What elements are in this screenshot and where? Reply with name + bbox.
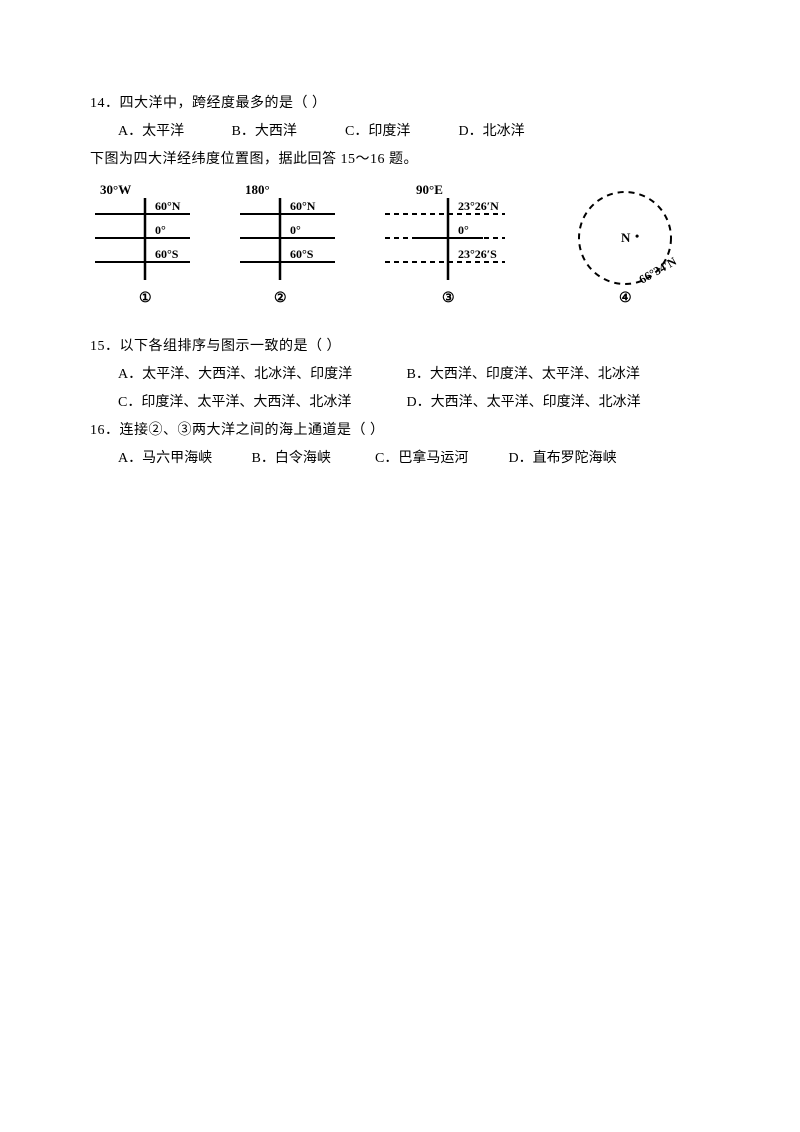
svg-text:0°: 0° — [290, 223, 301, 237]
question-15: 15．以下各组排序与图示一致的是（ ） — [90, 333, 710, 361]
q16-opt-d: D．直布罗陀海峡 — [509, 445, 617, 473]
q15-opt-a: A．太平洋、大西洋、北冰洋、印度洋 — [118, 361, 403, 389]
svg-text:180°: 180° — [245, 182, 270, 197]
svg-text:③: ③ — [442, 291, 455, 306]
svg-text:60°N: 60°N — [290, 199, 316, 213]
svg-text:0°: 0° — [155, 223, 166, 237]
svg-text:60°S: 60°S — [155, 247, 179, 261]
q16-opt-a: A．马六甲海峡 — [118, 445, 248, 473]
svg-text:66°34′N: 66°34′N — [637, 254, 680, 287]
oceans-svg: 30°W 60°N 0° 60°S ① 180° 60°N 0° 60°S ② 90°E 23°26′… — [90, 180, 700, 320]
question-16-options: A．马六甲海峡 B．白令海峡 C．巴拿马运河 D．直布罗陀海峡 — [90, 445, 710, 473]
svg-text:30°W: 30°W — [100, 182, 131, 197]
svg-text:90°E: 90°E — [416, 182, 443, 197]
question-15-options: A．太平洋、大西洋、北冰洋、印度洋 B．大西洋、印度洋、太平洋、北冰洋 C．印度… — [90, 361, 710, 417]
q14-opt-d: D．北冰洋 — [459, 118, 569, 146]
svg-text:0°: 0° — [458, 223, 469, 237]
svg-text:②: ② — [274, 291, 287, 306]
q14-opt-b: B．大西洋 — [232, 118, 342, 146]
q15-opt-c: C．印度洋、太平洋、大西洋、北冰洋 — [118, 389, 403, 417]
svg-text:•: • — [635, 229, 639, 243]
q15-opt-d: D．大西洋、太平洋、印度洋、北冰洋 — [407, 389, 641, 417]
svg-text:60°N: 60°N — [155, 199, 181, 213]
question-16: 16．连接②、③两大洋之间的海上通道是（ ） — [90, 417, 710, 445]
svg-text:60°S: 60°S — [290, 247, 314, 261]
svg-text:23°26′S: 23°26′S — [458, 247, 497, 261]
oceans-figure: 30°W 60°N 0° 60°S ① 180° 60°N 0° 60°S ② 90°E 23°26′… — [90, 180, 710, 331]
svg-text:23°26′N: 23°26′N — [458, 199, 499, 213]
q16-opt-b: B．白令海峡 — [252, 445, 372, 473]
q14-opt-c: C．印度洋 — [345, 118, 455, 146]
question-14-options: A．太平洋 B．大西洋 C．印度洋 D．北冰洋 — [90, 118, 710, 146]
q16-opt-c: C．巴拿马运河 — [375, 445, 505, 473]
svg-text:④: ④ — [619, 291, 632, 306]
intro-15-16: 下图为四大洋经纬度位置图，据此回答 15～16 题。 — [90, 146, 710, 174]
svg-text:①: ① — [139, 291, 152, 306]
question-14: 14．四大洋中，跨经度最多的是（ ） — [90, 90, 710, 118]
q15-opt-b: B．大西洋、印度洋、太平洋、北冰洋 — [407, 361, 640, 389]
svg-text:N: N — [621, 230, 631, 245]
q14-opt-a: A．太平洋 — [118, 118, 228, 146]
